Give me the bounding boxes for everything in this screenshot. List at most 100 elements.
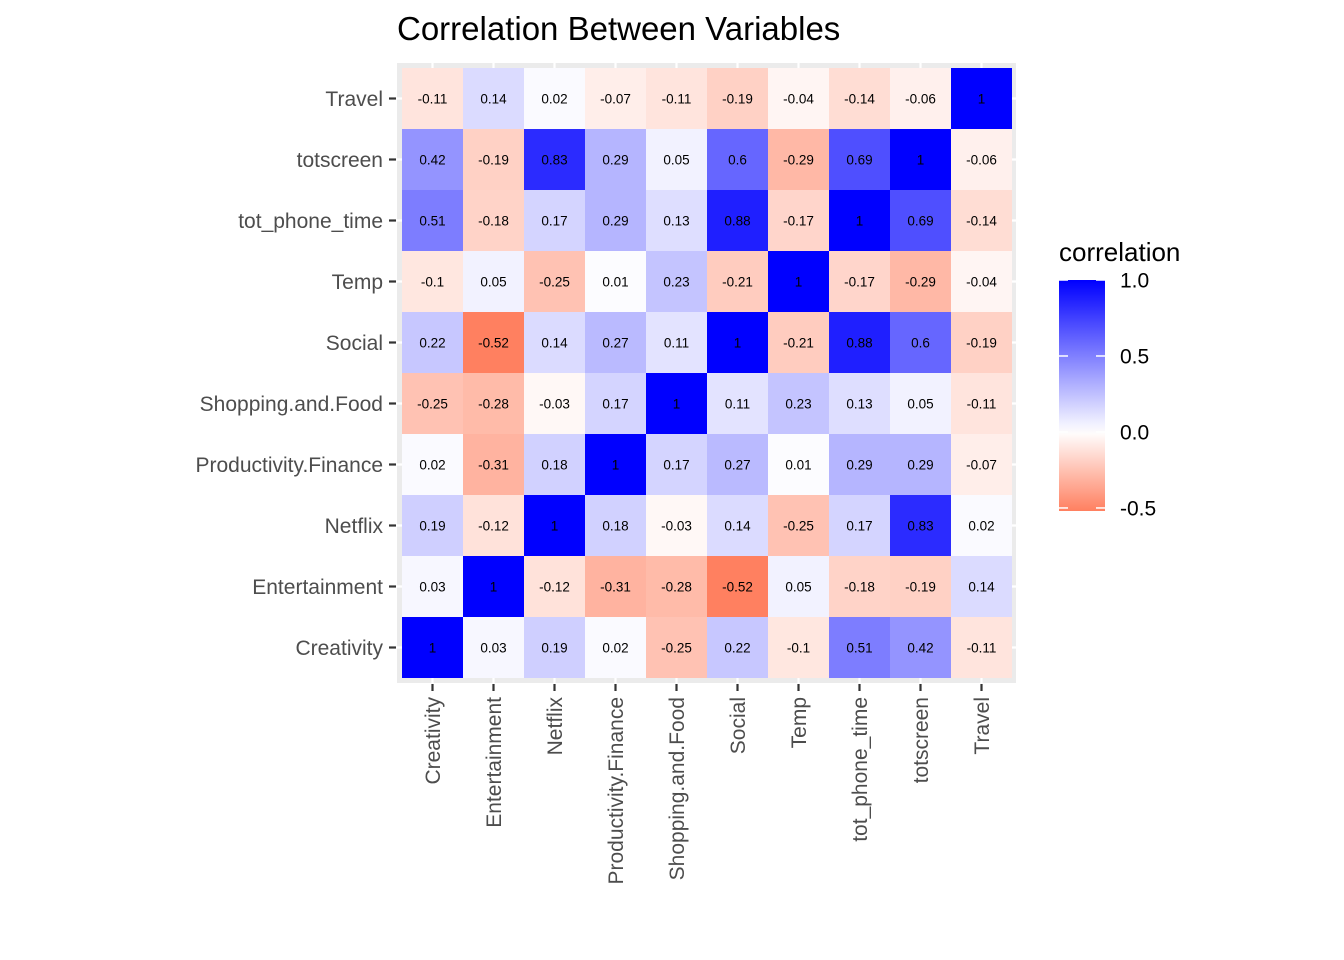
cell-value-label: 1	[734, 336, 742, 351]
cell-value-label: -0.18	[478, 214, 509, 229]
heatmap-cell-social-shopping-and-food	[646, 312, 707, 373]
heatmap-cell-shopping-and-food-travel	[951, 373, 1012, 434]
heatmap-cell-entertainment-tot-phone-time	[829, 556, 890, 617]
heatmap-cell-travel-shopping-and-food	[646, 68, 707, 129]
heatmap-cell-tot-phone-time-totscreen	[890, 190, 951, 251]
x-axis-label-netflix: Netflix	[544, 697, 567, 756]
heatmap-cell-netflix-tot-phone-time	[829, 495, 890, 556]
cell-value-label: 0.22	[724, 641, 750, 656]
cell-value-label: -0.11	[967, 641, 997, 656]
cell-value-label: -0.52	[478, 336, 509, 351]
heatmap-cell-entertainment-travel	[951, 556, 1012, 617]
cell-value-label: -0.12	[539, 580, 570, 595]
cell-value-label: -0.28	[661, 580, 692, 595]
heatmap-cell-totscreen-temp	[768, 129, 829, 190]
cell-value-label: -0.25	[783, 519, 814, 534]
cell-value-label: 0.27	[602, 336, 628, 351]
cell-value-label: -0.1	[787, 641, 810, 656]
cell-value-label: -0.06	[966, 153, 997, 168]
y-axis-label-creativity: Creativity	[295, 637, 383, 660]
y-axis-label-temp: Temp	[332, 271, 383, 294]
cell-value-label: 0.14	[480, 92, 507, 107]
heatmap-cell-shopping-and-food-creativity	[402, 373, 463, 434]
cell-value-label: 0.11	[725, 397, 750, 412]
y-axis-label-shopping-and-food: Shopping.and.Food	[200, 393, 383, 416]
heatmap-cell-creativity-creativity	[402, 617, 463, 678]
cell-value-label: -0.25	[661, 641, 692, 656]
cell-value-label: 0.29	[907, 458, 933, 473]
heatmap-cell-totscreen-creativity	[402, 129, 463, 190]
heatmap-cell-temp-totscreen	[890, 251, 951, 312]
cell-value-label: 1	[673, 397, 681, 412]
cell-value-label: -0.07	[966, 458, 997, 473]
cell-value-label: -0.14	[966, 214, 997, 229]
cell-value-label: 0.19	[541, 641, 567, 656]
heatmap-cell-entertainment-creativity	[402, 556, 463, 617]
cell-value-label: -0.03	[661, 519, 692, 534]
x-axis-label-creativity: Creativity	[422, 697, 445, 785]
heatmap-cell-entertainment-shopping-and-food	[646, 556, 707, 617]
cell-value-label: -0.29	[905, 275, 936, 290]
heatmap-cell-tot-phone-time-temp	[768, 190, 829, 251]
cell-value-label: 1	[917, 153, 925, 168]
heatmap-cell-tot-phone-time-tot-phone-time	[829, 190, 890, 251]
cell-value-label: -0.04	[966, 275, 997, 290]
cell-value-label: -0.07	[600, 92, 631, 107]
cell-value-label: -0.21	[722, 275, 753, 290]
cell-value-label: 0.02	[541, 92, 567, 107]
cell-value-label: 1	[429, 641, 437, 656]
heatmap-cell-creativity-netflix	[524, 617, 585, 678]
heatmap-cell-travel-social	[707, 68, 768, 129]
cell-value-label: -0.14	[844, 92, 875, 107]
cell-value-label: 0.29	[602, 214, 628, 229]
cell-value-label: 0.14	[968, 580, 995, 595]
heatmap-cell-netflix-temp	[768, 495, 829, 556]
heatmap-cell-netflix-netflix	[524, 495, 585, 556]
cell-value-label: 0.18	[602, 519, 628, 534]
x-axis-label-temp: Temp	[788, 697, 811, 748]
cell-value-labels: 1 0.03 0.19 0.02 -0.25 0.22 -0.1 0.51 0.42 -0.110…	[417, 92, 997, 656]
cell-value-label: 0.88	[846, 336, 872, 351]
heatmap-cell-netflix-entertainment	[463, 495, 524, 556]
cell-value-label: 0.22	[419, 336, 445, 351]
heatmap-cell-creativity-shopping-and-food	[646, 617, 707, 678]
cell-value-label: -0.25	[417, 397, 448, 412]
heatmap-cell-travel-tot-phone-time	[829, 68, 890, 129]
heatmap-cell-productivity-finance-creativity	[402, 434, 463, 495]
heatmap-cell-shopping-and-food-entertainment	[463, 373, 524, 434]
y-axis-label-travel: Travel	[325, 88, 383, 111]
legend-title: correlation	[1059, 237, 1180, 267]
x-axis-label-entertainment: Entertainment	[483, 697, 506, 828]
heatmap-cell-productivity-finance-social	[707, 434, 768, 495]
heatmap-cell-temp-creativity	[402, 251, 463, 312]
cell-value-label: -0.52	[722, 580, 753, 595]
heatmap-cell-creativity-entertainment	[463, 617, 524, 678]
cell-value-label: -0.19	[905, 580, 936, 595]
heatmap-cell-entertainment-totscreen	[890, 556, 951, 617]
heatmap-cell-social-creativity	[402, 312, 463, 373]
heatmap-cell-shopping-and-food-temp	[768, 373, 829, 434]
heatmap-cell-temp-travel	[951, 251, 1012, 312]
heatmap-cell-creativity-totscreen	[890, 617, 951, 678]
cell-value-label: -0.19	[966, 336, 997, 351]
cell-value-label: 0.23	[663, 275, 689, 290]
cell-value-label: -0.11	[967, 397, 997, 412]
heatmap-cell-social-netflix	[524, 312, 585, 373]
heatmap-cell-travel-creativity	[402, 68, 463, 129]
cell-value-label: 0.02	[419, 458, 445, 473]
cell-value-label: 0.23	[785, 397, 811, 412]
heatmap-cell-tot-phone-time-productivity-finance	[585, 190, 646, 251]
cell-value-label: -0.25	[539, 275, 570, 290]
heatmap-cell-temp-tot-phone-time	[829, 251, 890, 312]
cell-value-label: -0.17	[783, 214, 814, 229]
heatmap-cell-tot-phone-time-entertainment	[463, 190, 524, 251]
cell-value-label: -0.19	[478, 153, 509, 168]
cell-value-label: 0.05	[907, 397, 933, 412]
heatmap-cell-travel-temp	[768, 68, 829, 129]
heatmap-cell-temp-productivity-finance	[585, 251, 646, 312]
heatmap-cell-social-social	[707, 312, 768, 373]
cell-value-label: 0.6	[911, 336, 930, 351]
cell-value-label: 1	[978, 92, 986, 107]
cell-value-label: 0.17	[663, 458, 689, 473]
heatmap-cell-productivity-finance-netflix	[524, 434, 585, 495]
